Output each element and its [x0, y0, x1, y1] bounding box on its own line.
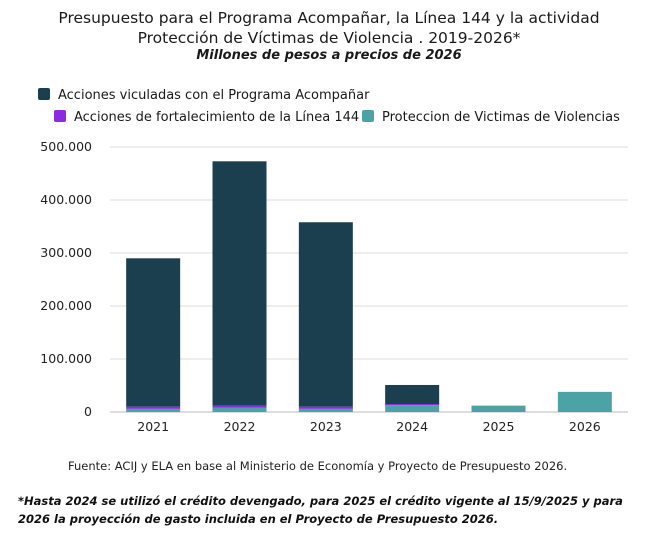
legend-swatch-linea144: [54, 110, 66, 122]
y-tick-label: 200.000: [40, 298, 92, 313]
chart-title-line2: Protección de Víctimas de Violencia . 20…: [137, 29, 521, 47]
bar-segment: [385, 404, 440, 406]
legend-item-acompanar: Acciones viculadas con el Programa Acomp…: [38, 88, 369, 103]
x-tick-label: 2021: [137, 419, 169, 434]
y-tick-label: 400.000: [40, 192, 92, 207]
bar-segment: [298, 408, 353, 412]
bar-segment: [298, 222, 353, 407]
chart-subtitle: Millones de pesos a precios de 2026: [196, 48, 462, 63]
bar-segment: [212, 161, 267, 406]
bar-segment: [212, 405, 267, 408]
bar-segment: [298, 406, 353, 409]
x-tick-label: 2026: [569, 419, 601, 434]
y-tick-label: 300.000: [40, 245, 92, 260]
bar-segment: [471, 405, 526, 412]
legend-swatch-proteccion: [362, 110, 374, 122]
x-tick-label: 2024: [396, 419, 428, 434]
bar-segment: [126, 258, 181, 407]
chart-title: Presupuesto para el Programa Acompañar, …: [0, 8, 658, 48]
legend-item-proteccion: Proteccion de Victimas de Violencias: [362, 110, 620, 125]
legend-label-linea144: Acciones de fortalecimiento de la Línea …: [74, 110, 360, 125]
legend-swatch-acompanar: [38, 88, 50, 100]
bar-segment: [385, 405, 440, 412]
x-tick-label: 2023: [310, 419, 342, 434]
y-tick-label: 0: [84, 404, 92, 419]
chart-title-line1: Presupuesto para el Programa Acompañar, …: [58, 9, 600, 27]
y-tick-label: 100.000: [40, 351, 92, 366]
legend-label-proteccion: Proteccion de Victimas de Violencias: [382, 110, 620, 125]
footnote: *Hasta 2024 se utilizó el crédito deveng…: [18, 494, 623, 526]
bar-segment: [385, 384, 440, 405]
source-note: Fuente: ACIJ y ELA en base al Ministerio…: [68, 459, 568, 473]
legend-item-linea144: Acciones de fortalecimiento de la Línea …: [54, 110, 359, 125]
bar-segment: [126, 408, 181, 412]
x-tick-label: 2025: [483, 419, 515, 434]
bar-segment: [557, 391, 612, 412]
bar-segment: [212, 407, 267, 412]
y-tick-label: 500.000: [40, 139, 92, 154]
x-tick-label: 2022: [224, 419, 256, 434]
bar-segment: [126, 406, 181, 409]
legend-label-acompanar: Acciones viculadas con el Programa Acomp…: [58, 88, 370, 103]
